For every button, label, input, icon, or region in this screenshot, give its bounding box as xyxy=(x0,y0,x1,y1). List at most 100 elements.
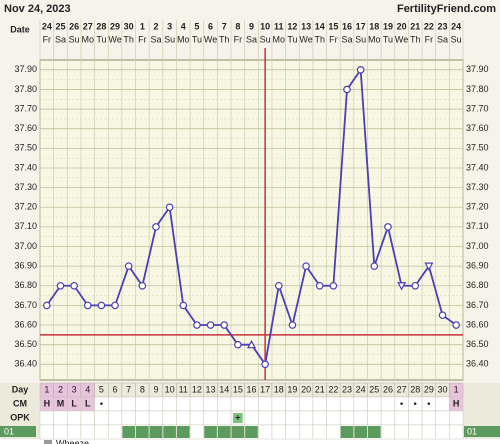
custom-cell xyxy=(326,424,341,440)
cm-entry: H xyxy=(44,398,51,408)
weekday-label: Su xyxy=(69,34,80,44)
y-tick-label: 36.40 xyxy=(14,359,37,369)
opk-cell xyxy=(285,410,300,426)
temperature-point xyxy=(56,281,65,290)
day-number: 23 xyxy=(342,384,352,394)
opk-cell xyxy=(312,410,327,426)
y-tick-label-right: 37.70 xyxy=(466,103,489,113)
day-number: 10 xyxy=(165,384,175,394)
date-label: 23 xyxy=(438,21,448,31)
temperature-point xyxy=(43,301,51,310)
date-label: 13 xyxy=(301,21,311,31)
date-label: 14 xyxy=(315,21,325,31)
day-number: 30 xyxy=(438,384,448,394)
custom-mark xyxy=(163,426,176,438)
weekday-label: Mo xyxy=(273,34,286,44)
custom-mark xyxy=(217,426,231,438)
custom-cell xyxy=(435,424,450,440)
custom-mark xyxy=(176,426,190,438)
y-tick-label-right: 37.80 xyxy=(466,84,489,94)
cm-cell xyxy=(162,396,177,412)
date-label: 24 xyxy=(451,21,461,31)
row-label: Day xyxy=(12,384,29,394)
temperature-point xyxy=(302,262,310,270)
weekday-label: Fr xyxy=(425,34,434,44)
opk-cell xyxy=(80,410,95,426)
row-label: OPK xyxy=(10,412,30,422)
date-label: 22 xyxy=(424,21,434,31)
chart-title: Nov 24, 2023 xyxy=(4,3,71,15)
date-label: 30 xyxy=(124,21,134,31)
weekday-label: Su xyxy=(355,34,366,44)
cm-entry: L xyxy=(85,398,91,408)
opk-cell xyxy=(258,410,273,426)
opk-cell xyxy=(299,410,314,426)
day-number: 1 xyxy=(454,384,459,394)
custom-mark xyxy=(149,426,163,438)
custom-cell xyxy=(53,424,68,440)
cm-cell xyxy=(380,396,396,412)
temperature-point xyxy=(424,262,434,271)
custom-cell xyxy=(421,424,436,440)
date-label: 16 xyxy=(342,21,352,31)
date-label: 10 xyxy=(260,21,270,31)
date-label: 12 xyxy=(287,21,297,31)
y-tick-label-right: 37.40 xyxy=(466,162,489,172)
y-tick-label-right: 36.50 xyxy=(466,339,489,349)
cm-cell xyxy=(353,396,368,412)
temperature-point xyxy=(138,281,147,290)
y-tick-label: 36.80 xyxy=(14,280,37,290)
opk-cell xyxy=(380,410,396,426)
weekday-label: Su xyxy=(451,34,462,44)
y-tick-label-right: 36.70 xyxy=(466,300,489,310)
opk-cell xyxy=(148,410,164,426)
plot-area xyxy=(39,59,464,381)
day-number: 17 xyxy=(260,384,270,394)
y-tick-label: 37.10 xyxy=(14,221,37,231)
date-label: 19 xyxy=(383,21,393,31)
custom-cell xyxy=(39,424,54,440)
row-label: 01 xyxy=(4,426,14,436)
weekday-label: Th xyxy=(219,34,230,44)
row-label: CM xyxy=(13,398,27,408)
temperature-point xyxy=(206,321,215,329)
weekday-label: We xyxy=(204,34,217,44)
date-label: 15 xyxy=(328,21,338,31)
y-tick-label: 37.60 xyxy=(14,123,37,133)
weekday-label: Sa xyxy=(246,34,257,44)
weekday-label: Sa xyxy=(150,34,161,44)
opk-cell xyxy=(53,410,68,426)
weekday-label: Tu xyxy=(192,34,202,44)
date-label: 25 xyxy=(55,21,65,31)
y-tick-label: 37.90 xyxy=(14,64,37,74)
weekday-label: Sa xyxy=(342,34,353,44)
y-tick-label-right: 36.40 xyxy=(466,359,489,369)
custom-mark xyxy=(231,426,245,438)
day-number: 12 xyxy=(192,384,202,394)
day-number: 8 xyxy=(140,384,145,394)
weekday-label: Sa xyxy=(55,34,66,44)
date-label: 29 xyxy=(110,21,120,31)
y-tick-label-right: 37.50 xyxy=(466,143,489,153)
custom-cell xyxy=(80,424,95,440)
date-label: 20 xyxy=(397,21,407,31)
y-tick-label: 37.80 xyxy=(14,84,37,94)
cm-cell xyxy=(230,396,245,412)
weekday-label: Sa xyxy=(437,34,448,44)
custom-cell xyxy=(258,424,273,440)
weekday-label: Mo xyxy=(82,34,95,44)
y-tick-label-right: 37.00 xyxy=(466,241,489,251)
day-number: 9 xyxy=(153,384,158,394)
y-tick-label: 37.50 xyxy=(14,143,37,153)
y-tick-label: 37.00 xyxy=(14,241,37,251)
opk-cell xyxy=(189,410,204,426)
weekday-label: Fr xyxy=(329,34,338,44)
date-label: 24 xyxy=(42,21,52,31)
y-tick-label: 37.70 xyxy=(14,103,37,113)
symptom-label: Wheeze xyxy=(56,438,89,444)
temperature-point xyxy=(124,262,133,270)
opk-entry: + xyxy=(235,412,240,422)
cm-cell xyxy=(258,396,273,412)
temperature-point xyxy=(343,85,351,94)
